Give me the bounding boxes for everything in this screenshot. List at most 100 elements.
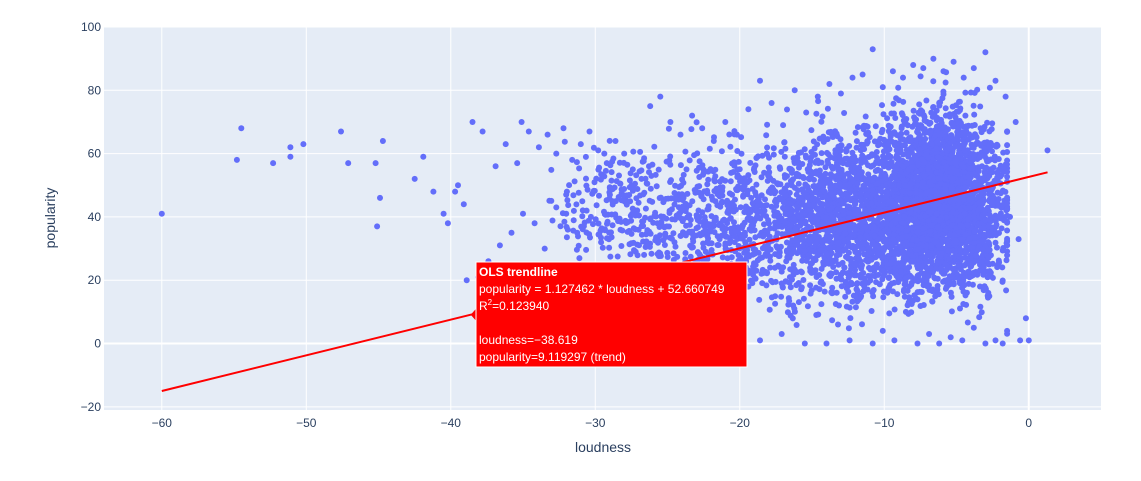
scatter-point [980,197,987,204]
scatter-point [793,170,800,177]
scatter-point [724,202,731,209]
scatter-point [980,271,987,278]
scatter-point [766,233,773,240]
scatter-point [1004,205,1011,212]
scatter-point [952,248,959,255]
scatter-point [846,215,853,222]
scatter-point [852,226,858,233]
scatter-point [852,200,859,207]
scatter-point [800,175,807,182]
scatter-point [1004,168,1011,175]
scatter-point [656,195,663,201]
scatter-point [687,216,694,223]
scatter-point [804,303,811,310]
scatter-point [900,142,907,149]
scatter-point [919,156,925,163]
scatter-point [908,164,915,170]
scatter-point [1004,157,1011,164]
scatter-point [565,202,572,209]
scatter-point [794,242,801,248]
scatter-point [911,121,918,128]
scatter-point [706,145,713,152]
scatter-point [761,221,767,228]
scatter-point [963,260,970,267]
scatter-point [955,196,962,203]
scatter-point [992,218,999,224]
scatter-point [838,276,845,283]
scatter-point [879,126,886,133]
scatter-point [763,132,770,139]
scatter-point [815,98,822,105]
scatter-point [819,179,826,186]
scatter-point [907,190,914,197]
scatter-point [842,280,849,287]
scatter-point [840,247,847,254]
scatter-point [980,287,987,294]
scatter-point [760,211,767,218]
scatter-point [797,220,804,226]
scatter-point [857,234,864,241]
scatter-point [764,144,771,151]
scatter-point [880,148,887,155]
scatter-point [862,224,869,231]
scatter-point [638,231,645,238]
scatter-point [993,141,1000,148]
scatter-point [651,212,658,219]
scatter-point [626,177,633,184]
scatter-point [868,200,875,207]
scatter-point [726,190,733,197]
scatter-point [749,268,756,275]
scatter-point [933,117,940,124]
scatter-point [800,237,806,244]
scatter-point [914,237,920,244]
scatter-point [861,122,867,129]
scatter-point [702,224,709,231]
scatter-point [624,161,631,168]
scatter-point [861,155,868,161]
scatter-point [773,243,780,250]
scatter-point [612,211,619,218]
scatter-point [841,264,848,271]
scatter-point [922,213,929,220]
scatter-point [816,272,823,278]
scatter-point [768,203,775,210]
scatter-point [889,288,896,295]
scatter-point [945,247,952,254]
scatter-point [903,265,910,272]
scatter-point [784,182,791,189]
scatter-point [942,285,949,292]
scatter-point [784,106,790,113]
scatter-point [696,231,703,237]
scatter-point [941,204,948,211]
scatter-point [877,230,884,237]
scatter-point [782,174,788,181]
scatter-point [853,138,860,145]
scatter-point [1004,142,1011,149]
scatter-point [939,231,946,238]
scatter-point [934,137,941,144]
scatter-point [844,161,851,168]
scatter-point [921,173,928,180]
scatter-point [925,165,932,172]
scatter-point [925,129,932,136]
scatter-point [935,122,942,129]
scatter-point [994,174,1001,181]
scatter-point [1004,128,1011,135]
scatter-point [857,274,864,281]
scatter-point [933,145,940,152]
scatter-point [936,217,943,224]
scatter-point [891,279,898,286]
scatter-point [792,226,799,233]
scatter-point [956,98,963,105]
scatter-point [908,181,914,188]
scatter-point [853,186,860,192]
scatter-point [914,229,921,236]
scatter-point [727,143,734,150]
scatter-point [853,144,860,151]
scatter-point [845,325,852,332]
scatter-point [960,164,967,171]
scatter-point [927,208,933,215]
scatter-point [879,102,885,109]
scatter-point [932,239,938,246]
scatter-point [799,186,806,193]
